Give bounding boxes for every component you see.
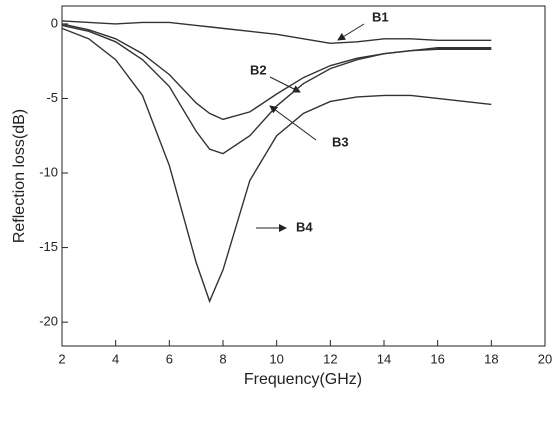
series-line	[61, 20, 492, 44]
series-label: B2	[250, 62, 267, 77]
x-tick-label: 18	[484, 351, 498, 366]
x-tick-label: 16	[430, 351, 444, 366]
plot-frame	[61, 5, 546, 347]
y-tick-label: -15	[39, 239, 58, 254]
x-tick-label: 12	[323, 351, 337, 366]
y-tick-label: 0	[51, 15, 58, 30]
y-axis-label: Reflection loss(dB)	[11, 109, 28, 243]
x-tick-label: 10	[269, 351, 283, 366]
x-tick-label: 6	[166, 351, 173, 366]
y-tick-label: -20	[39, 314, 58, 329]
x-tick-label: 2	[58, 351, 65, 366]
annotation-arrow	[269, 76, 301, 93]
y-tick-label: -10	[39, 164, 58, 179]
series-label: B3	[332, 134, 349, 149]
y-tick-label: -5	[46, 90, 58, 105]
x-tick-label: 20	[538, 351, 552, 366]
x-tick-label: 4	[112, 351, 119, 366]
series-label: B4	[296, 219, 313, 234]
series-line	[61, 27, 492, 304]
x-tick-label: 8	[219, 351, 226, 366]
annotation-arrow	[337, 23, 365, 41]
x-tick-label: 14	[377, 351, 391, 366]
x-axis-label: Frequency(GHz)	[244, 371, 362, 388]
series-line	[61, 24, 492, 155]
series-label: B1	[372, 9, 389, 24]
